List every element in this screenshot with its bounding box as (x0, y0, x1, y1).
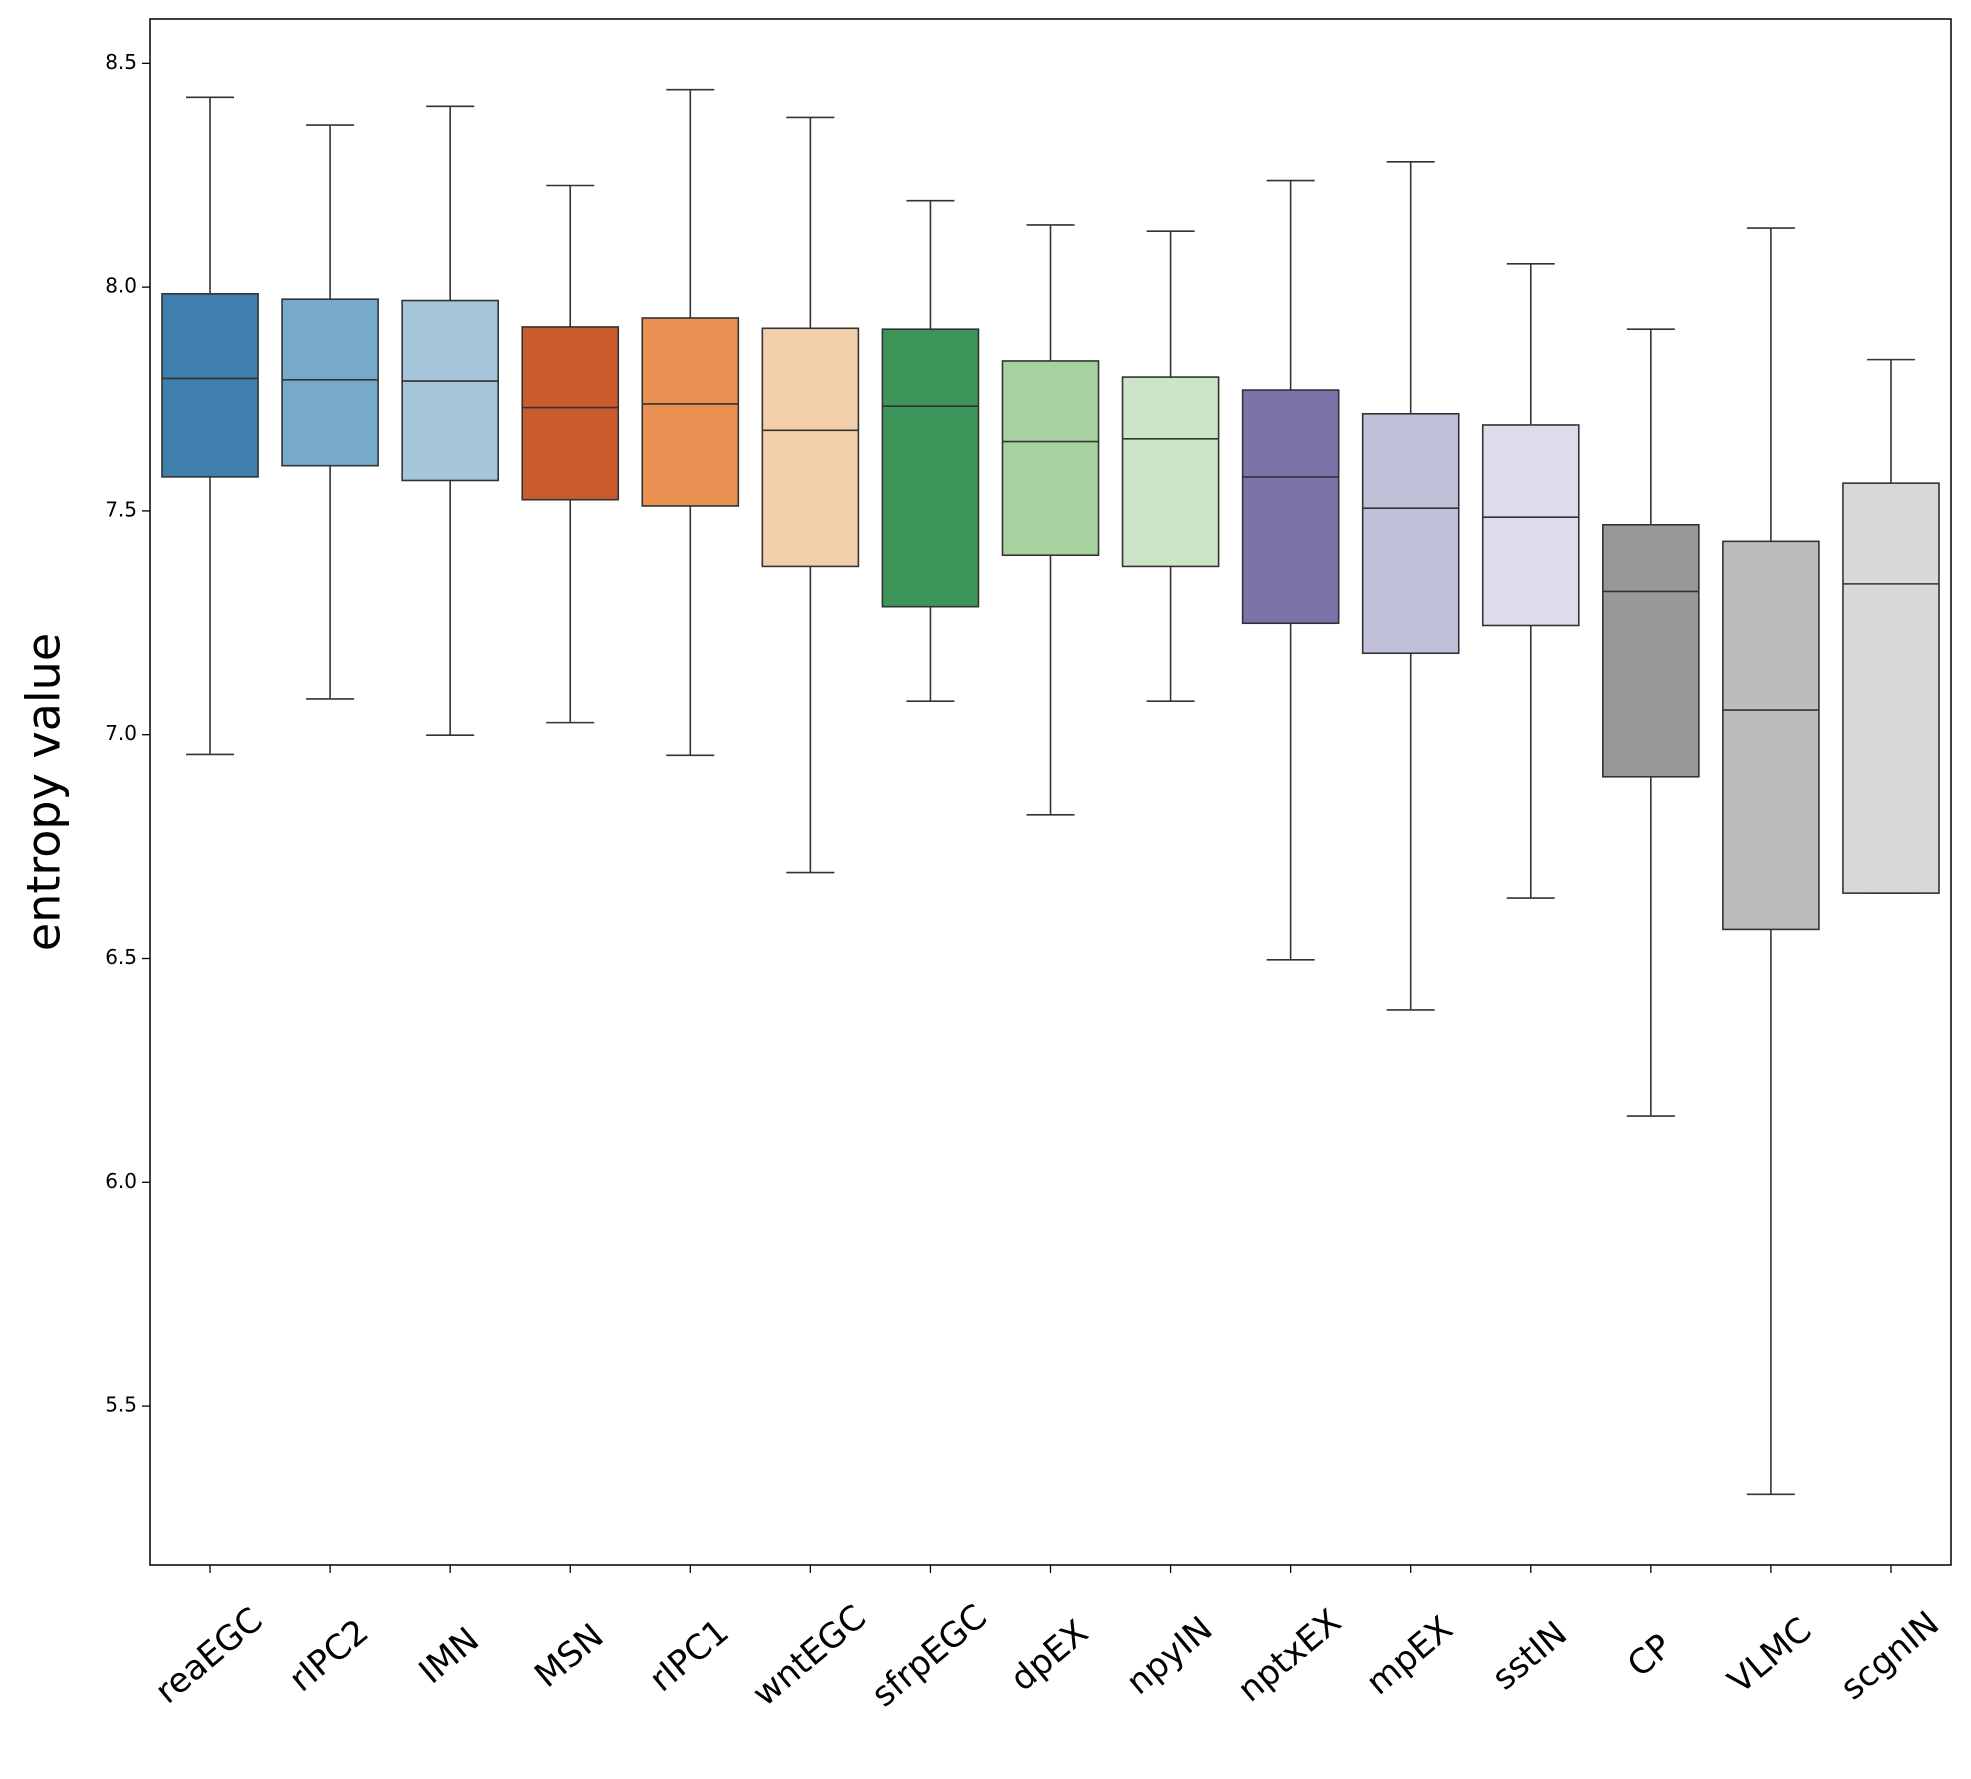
x-tick-label: sfrpEGC (864, 1597, 995, 1716)
y-tick-label: 6.0 (105, 1169, 137, 1193)
x-tick-label: IMN (412, 1620, 487, 1692)
box (1722, 540, 1820, 931)
box (1001, 360, 1100, 557)
x-tick-label: scgnIN (1833, 1604, 1947, 1709)
plot-frame (149, 18, 1952, 1566)
box (1121, 376, 1220, 568)
box (761, 327, 860, 568)
y-tick-label: 8.0 (105, 274, 137, 298)
x-tick-label: nptxEX (1230, 1602, 1349, 1711)
y-tick-label: 7.0 (105, 721, 137, 745)
y-tick-label: 8.5 (105, 50, 137, 74)
box (521, 326, 620, 501)
box (641, 317, 740, 507)
y-tick-label: 6.5 (105, 945, 137, 969)
box (161, 293, 259, 478)
x-tick-label: MSN (527, 1616, 611, 1696)
box (881, 328, 980, 608)
box (1481, 424, 1580, 627)
box (1361, 412, 1460, 655)
x-tick-label: CP (1620, 1626, 1680, 1685)
box (1241, 389, 1340, 625)
box (401, 299, 499, 482)
x-tick-label: wntEGC (745, 1597, 874, 1714)
x-tick-label: dpEX (1003, 1612, 1096, 1699)
y-tick-label: 5.5 (105, 1393, 137, 1417)
box (1602, 523, 1700, 778)
x-tick-label: rIPC1 (642, 1612, 737, 1700)
y-axis-label: entropy value (17, 633, 71, 951)
x-tick-label: sstIN (1485, 1613, 1575, 1698)
x-tick-label: mpEX (1359, 1609, 1461, 1704)
x-tick-label: npyIN (1119, 1609, 1220, 1703)
box (1842, 482, 1940, 894)
y-tick-label: 7.5 (105, 497, 137, 521)
x-tick-label: reaEGC (148, 1600, 271, 1712)
x-tick-label: rIPC2 (282, 1612, 377, 1700)
box (281, 298, 379, 467)
x-tick-label: VLMC (1721, 1610, 1820, 1702)
